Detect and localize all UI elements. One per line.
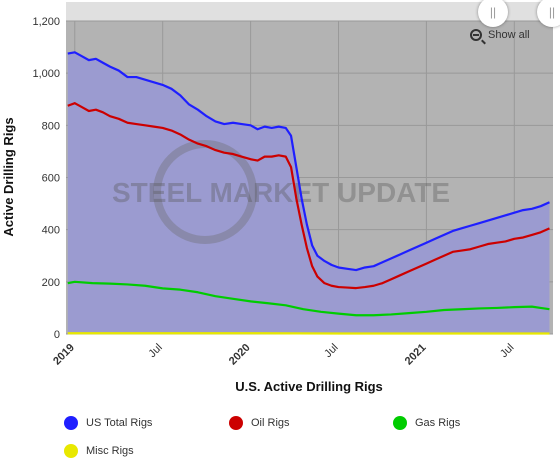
y-tick-label: 400 [42, 225, 60, 237]
legend-label: Misc Rigs [86, 445, 134, 457]
legend-item-oil[interactable]: Oil Rigs [229, 416, 290, 430]
legend-item-us-total[interactable]: US Total Rigs [64, 416, 152, 430]
y-tick-label: 0 [54, 329, 60, 341]
x-tick-label: 2019 [51, 342, 77, 368]
zoom-out-icon [470, 29, 482, 41]
series-lines [67, 51, 550, 335]
watermark-text: STEEL MARKET UPDATE [112, 177, 450, 208]
x-tick-labels: 2019 Jul 2020 Jul 2021 Jul [51, 342, 516, 368]
legend-item-gas[interactable]: Gas Rigs [393, 416, 460, 430]
y-tick-labels: 0 200 400 600 800 1,000 1,200 [32, 16, 60, 341]
series-line-gas [67, 280, 550, 317]
x-tick-label: 2020 [227, 342, 253, 368]
show-all-button[interactable]: Show all [470, 29, 530, 41]
legend-dot-icon [393, 416, 407, 430]
navigator-strip[interactable] [66, 2, 553, 21]
legend-dot-icon [64, 416, 78, 430]
legend: US Total Rigs Oil Rigs Gas Rigs Misc Rig… [0, 408, 560, 461]
legend-dot-icon [229, 416, 243, 430]
x-tick-label: 2021 [403, 342, 429, 368]
watermark-logo [153, 140, 257, 244]
y-axis-title: Active Drilling Rigs [1, 117, 16, 236]
y-tick-label: 600 [42, 173, 60, 185]
series-line-us-total [67, 51, 550, 272]
x-tick-label: Jul [322, 342, 340, 360]
y-tick-label: 800 [42, 120, 60, 132]
watermark: STEEL MARKET UPDATE [112, 140, 450, 244]
legend-item-misc[interactable]: Misc Rigs [64, 444, 134, 458]
series-line-oil [67, 102, 550, 290]
show-all-label: Show all [488, 29, 530, 41]
navigator-left-handle[interactable]: || [478, 0, 508, 27]
y-tick-label: 200 [42, 277, 60, 289]
navigator-right-handle[interactable]: || [537, 0, 560, 27]
x-tick-label: Jul [146, 342, 164, 360]
y-tick-label: 1,200 [32, 16, 60, 28]
legend-dot-icon [64, 444, 78, 458]
x-tick-label: Jul [498, 342, 516, 360]
x-axis-title: U.S. Active Drilling Rigs [235, 379, 383, 394]
legend-label: US Total Rigs [86, 417, 153, 429]
legend-label: Gas Rigs [415, 417, 461, 429]
chart: STEEL MARKET UPDATE 0 200 400 600 800 1,000 1,… [1, 2, 553, 394]
legend-label: Oil Rigs [251, 417, 290, 429]
y-tick-label: 1,000 [32, 68, 60, 80]
